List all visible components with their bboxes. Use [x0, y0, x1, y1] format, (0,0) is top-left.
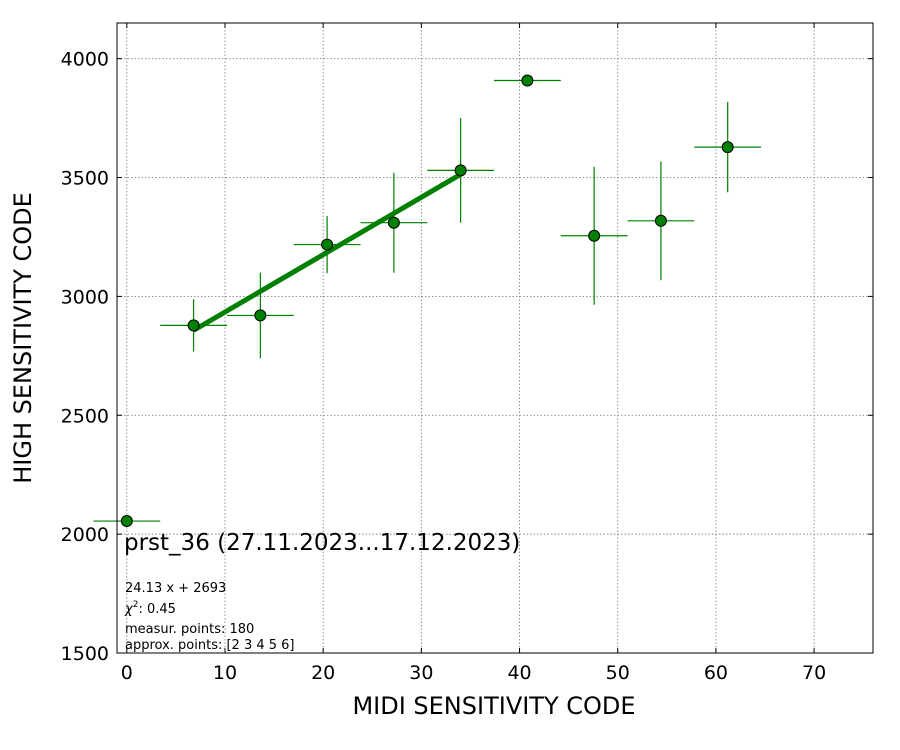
- data-point: [521, 74, 534, 87]
- x-tick-label: 30: [409, 662, 433, 684]
- annotation-approx-points: approx. points: [2 3 4 5 6]: [125, 638, 295, 653]
- grid: [117, 23, 873, 654]
- data-points: [120, 74, 734, 528]
- tick-labels: 0 10 20 30 40 50 60 70 1500 2000 2500 3000 3500 4000: [61, 49, 827, 684]
- x-tick-label: 20: [311, 662, 335, 684]
- annotation-measur-points: measur. points: 180: [125, 622, 254, 637]
- chi2-symbol: χ: [124, 602, 134, 617]
- data-point: [387, 216, 400, 229]
- data-point: [454, 164, 467, 177]
- chi2-value: : 0.45: [138, 602, 175, 617]
- data-point: [120, 515, 133, 528]
- x-tick-label: 50: [606, 662, 630, 684]
- y-tick-label: 3500: [61, 168, 109, 190]
- data-point: [321, 238, 334, 251]
- data-point: [721, 141, 734, 154]
- x-tick-label: 70: [802, 662, 826, 684]
- y-tick-label: 3000: [61, 286, 109, 308]
- chi2-superscript: 2: [133, 600, 139, 610]
- x-axis-title: MIDI SENSITIVITY CODE: [352, 692, 635, 720]
- y-tick-label: 2500: [61, 405, 109, 427]
- y-tick-label: 2000: [61, 524, 109, 546]
- annotation-block: prst_36 (27.11.2023...17.12.2023) 24.13 …: [124, 530, 520, 653]
- error-bars: [93, 79, 762, 522]
- data-point: [254, 309, 267, 322]
- ticks: [117, 23, 873, 654]
- y-axis-title: HIGH SENSITIVITY CODE: [9, 192, 37, 484]
- data-point: [588, 229, 601, 242]
- x-tick-label: 60: [704, 662, 728, 684]
- annotation-equation: 24.13 x + 2693: [125, 581, 226, 596]
- annotation-title: prst_36 (27.11.2023...17.12.2023): [124, 530, 520, 556]
- data-point: [654, 214, 667, 227]
- data-point: [187, 319, 200, 332]
- x-tick-label: 0: [121, 662, 133, 684]
- x-tick-label: 10: [213, 662, 237, 684]
- annotation-chi2: χ2: 0.45: [124, 600, 176, 617]
- plot-frame: [116, 22, 874, 654]
- y-tick-label: 4000: [61, 49, 109, 71]
- x-tick-label: 40: [507, 662, 531, 684]
- y-tick-label: 1500: [61, 643, 109, 665]
